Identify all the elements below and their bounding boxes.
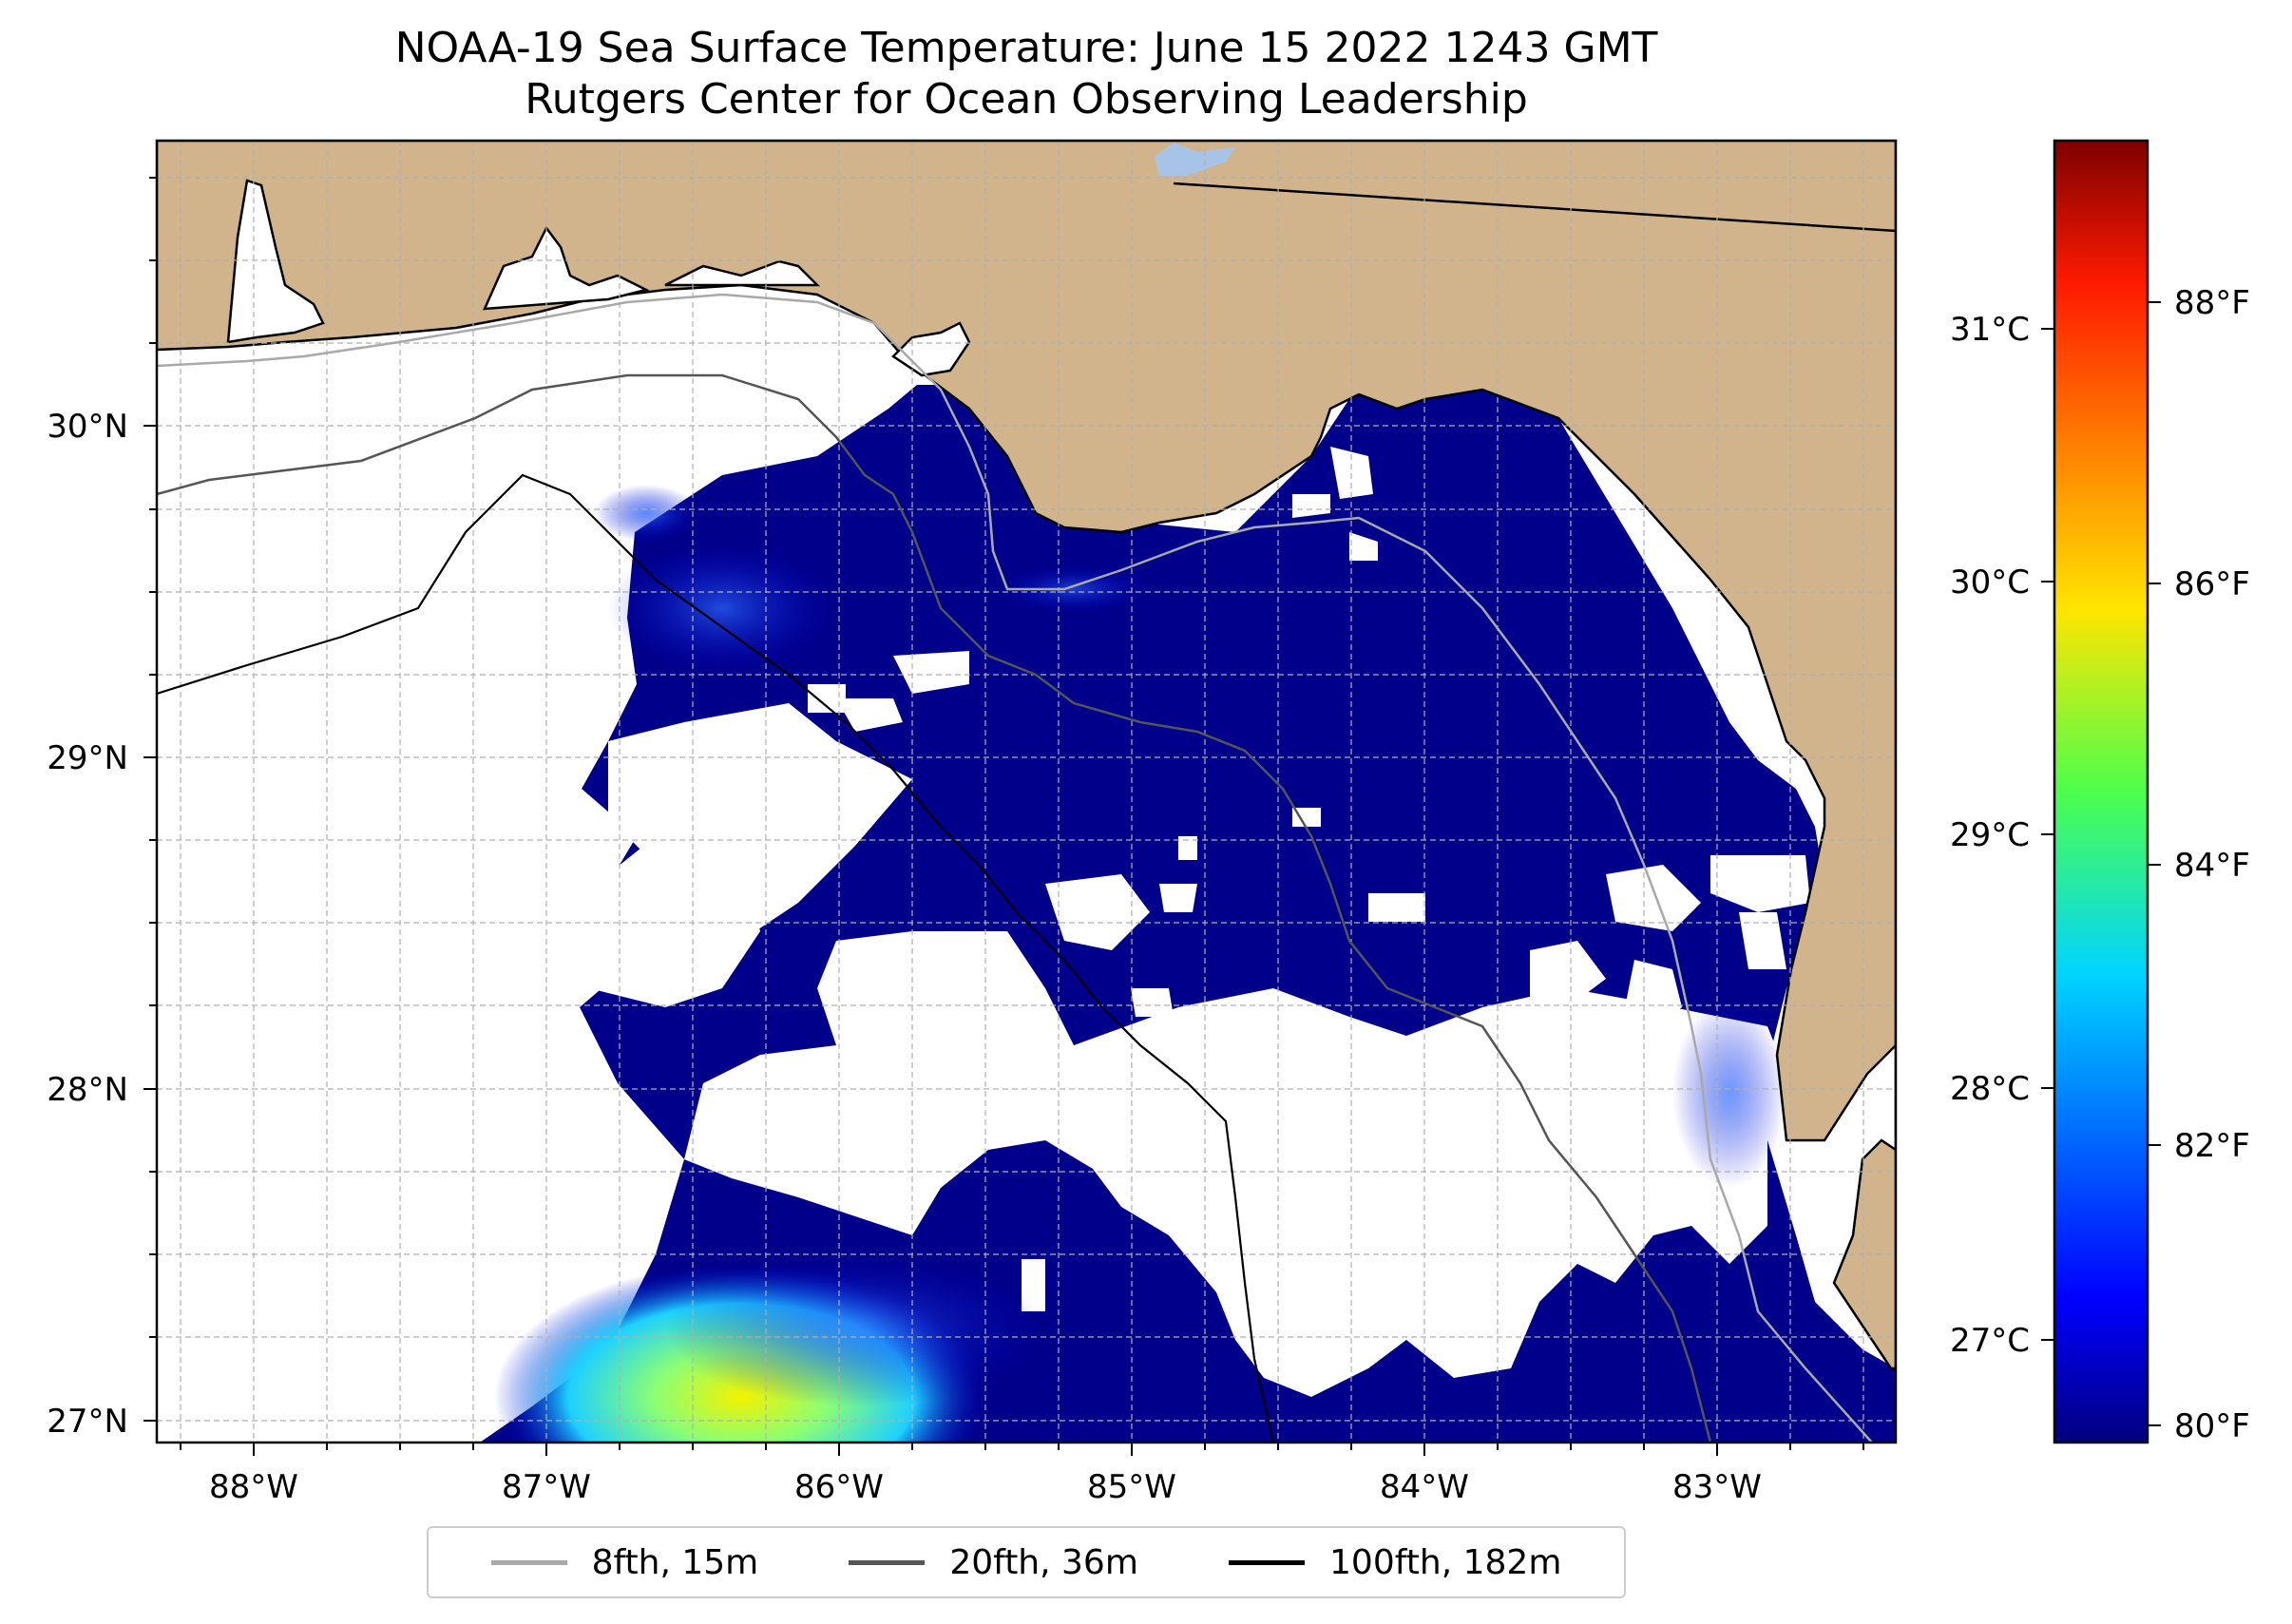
- y-tick-label: 30°N: [47, 408, 128, 446]
- state-border: [1173, 182, 1896, 233]
- lake: [1155, 143, 1235, 176]
- fahrenheit-tick-label: 84°F: [2174, 847, 2250, 885]
- legend-label: 20fth, 36m: [949, 1542, 1138, 1582]
- legend-label: 100fth, 182m: [1329, 1542, 1562, 1582]
- legend-swatch-100fth: [1229, 1559, 1306, 1565]
- y-tick-label: 27°N: [47, 1403, 128, 1441]
- legend-item: 20fth, 36m: [849, 1543, 1138, 1582]
- chart-title: NOAA-19 Sea Surface Temperature: June 15…: [394, 24, 1658, 72]
- no-data-gaps: [570, 447, 1810, 1397]
- fahrenheit-tick-label: 82°F: [2174, 1127, 2250, 1165]
- celsius-tick-label: 27°C: [1950, 1322, 2030, 1360]
- x-tick-label: 87°W: [502, 1468, 591, 1506]
- celsius-tick-label: 28°C: [1950, 1070, 2030, 1108]
- x-tick-label: 88°W: [209, 1468, 298, 1506]
- celsius-tick-label: 31°C: [1950, 311, 2030, 349]
- map-area: [157, 141, 1896, 1442]
- legend-swatch-20fth: [849, 1559, 926, 1565]
- y-tick-label: 29°N: [47, 739, 128, 777]
- celsius-tick-label: 29°C: [1950, 816, 2030, 854]
- legend-swatch-8fth: [490, 1559, 567, 1565]
- x-tick-label: 84°W: [1380, 1468, 1469, 1506]
- map-frame: [155, 139, 1898, 1444]
- colorbar-ticks: [2041, 301, 2161, 1426]
- legend-item: 8fth, 15m: [490, 1542, 759, 1582]
- contour-100fth: [157, 473, 1275, 1442]
- y-tick-label: 28°N: [47, 1071, 128, 1109]
- colorbar: [2053, 139, 2149, 1444]
- x-tick-label: 85°W: [1087, 1468, 1176, 1506]
- legend: 8fth, 15m 20fth, 36m 100fth, 182m: [427, 1526, 1626, 1598]
- legend-label: 8fth, 15m: [591, 1542, 759, 1582]
- fahrenheit-tick-label: 88°F: [2174, 284, 2250, 322]
- x-ticks: [180, 1442, 1864, 1456]
- contour-8fth: [157, 293, 1873, 1442]
- fahrenheit-tick-label: 80°F: [2174, 1407, 2250, 1445]
- contour-20fth: [157, 373, 1712, 1442]
- legend-item: 100fth, 182m: [1229, 1543, 1561, 1582]
- celsius-tick-label: 30°C: [1950, 564, 2030, 602]
- y-ticks: [143, 177, 157, 1422]
- x-tick-label: 86°W: [794, 1468, 884, 1506]
- bays: [226, 179, 971, 377]
- chart-subtitle: Rutgers Center for Ocean Observing Leade…: [525, 75, 1528, 124]
- fahrenheit-tick-label: 86°F: [2174, 565, 2250, 603]
- x-tick-label: 83°W: [1672, 1468, 1762, 1506]
